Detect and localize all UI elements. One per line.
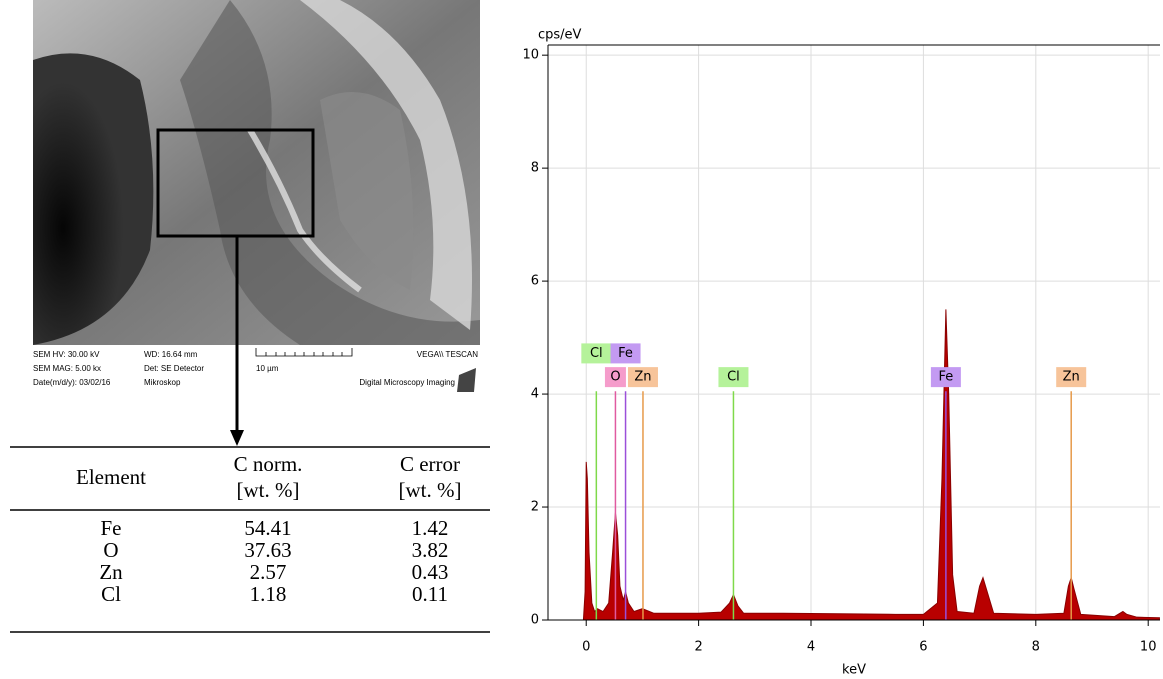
y-tick-label: 10 xyxy=(522,48,539,63)
plot-area xyxy=(548,45,1160,620)
x-tick-label: 0 xyxy=(582,640,590,655)
table-cell: Cl xyxy=(101,582,121,606)
sem-image xyxy=(33,0,480,345)
x-tick-label: 8 xyxy=(1032,640,1040,655)
table-cell: 1.18 xyxy=(250,582,287,606)
sem-wd: WD: 16.64 mm xyxy=(144,350,198,359)
sem-date: Date(m/d/y): 03/02/16 xyxy=(33,378,111,387)
table-cell: 3.82 xyxy=(412,538,449,562)
table-cell: 1.42 xyxy=(412,516,449,540)
table: Element C norm. [wt. %] C error [wt. %] … xyxy=(10,446,490,633)
sem-det: Det: SE Detector xyxy=(144,364,204,373)
table-cell: 37.63 xyxy=(244,538,291,562)
element-label-box xyxy=(581,343,612,364)
sem-mag: SEM MAG: 5.00 kx xyxy=(33,364,101,373)
x-tick-label: 2 xyxy=(694,640,702,655)
y-tick-label: 0 xyxy=(531,613,539,628)
element-label: Fe xyxy=(939,370,954,385)
y-tick-label: 2 xyxy=(531,500,539,515)
element-label-box xyxy=(930,367,961,388)
y-tick-label: 6 xyxy=(531,274,539,289)
element-label: Zn xyxy=(634,370,651,385)
sem-scale: 10 µm xyxy=(256,364,279,373)
element-label-box xyxy=(627,367,658,388)
sem-brand: VEGA\\ TESCAN xyxy=(417,350,478,359)
element-label-box xyxy=(1056,367,1087,388)
element-label: O xyxy=(610,370,620,385)
table-body: Fe 54.41 1.42 O 37.63 3.82 Zn 2.57 0.43 Cl 1.18 0.1… xyxy=(99,516,448,606)
table-cell: 54.41 xyxy=(244,516,291,540)
table-header: C error xyxy=(400,452,460,476)
table-cell: Zn xyxy=(99,560,123,584)
table-unit: [wt. %] xyxy=(399,478,462,502)
table-unit: [wt. %] xyxy=(237,478,300,502)
element-label: Fe xyxy=(618,346,633,361)
sem-hv: SEM HV: 30.00 kV xyxy=(33,350,100,359)
table-header: Element xyxy=(76,465,146,489)
x-tick-label: 4 xyxy=(807,640,815,655)
element-label-box xyxy=(718,367,749,388)
table-cell: 2.57 xyxy=(250,560,287,584)
sem-caption: SEM HV: 30.00 kV WD: 16.64 mm VEGA\\ TES… xyxy=(33,348,478,392)
sem-footer: Digital Microscopy Imaging xyxy=(359,378,455,387)
table-cell: 0.11 xyxy=(412,582,448,606)
y-axis-label: cps/eV xyxy=(538,28,582,43)
element-label-box xyxy=(610,343,641,364)
x-tick-label: 6 xyxy=(919,640,927,655)
arrow xyxy=(230,237,244,446)
x-tick-label: 10 xyxy=(1140,640,1157,655)
x-axis-label: keV xyxy=(842,663,866,678)
scale-bar xyxy=(255,348,353,357)
element-label: Cl xyxy=(727,370,740,385)
element-label: Zn xyxy=(1063,370,1080,385)
element-label-box xyxy=(604,367,626,388)
y-tick-label: 8 xyxy=(531,161,539,176)
logo xyxy=(457,368,476,392)
table-cell: O xyxy=(103,538,118,562)
table-header: C norm. xyxy=(234,452,303,476)
table-cell: 0.43 xyxy=(412,560,449,584)
sem-lab: Mikroskop xyxy=(144,378,181,387)
table-cell: Fe xyxy=(101,516,122,540)
element-label: Cl xyxy=(590,346,603,361)
y-tick-label: 4 xyxy=(531,387,539,402)
